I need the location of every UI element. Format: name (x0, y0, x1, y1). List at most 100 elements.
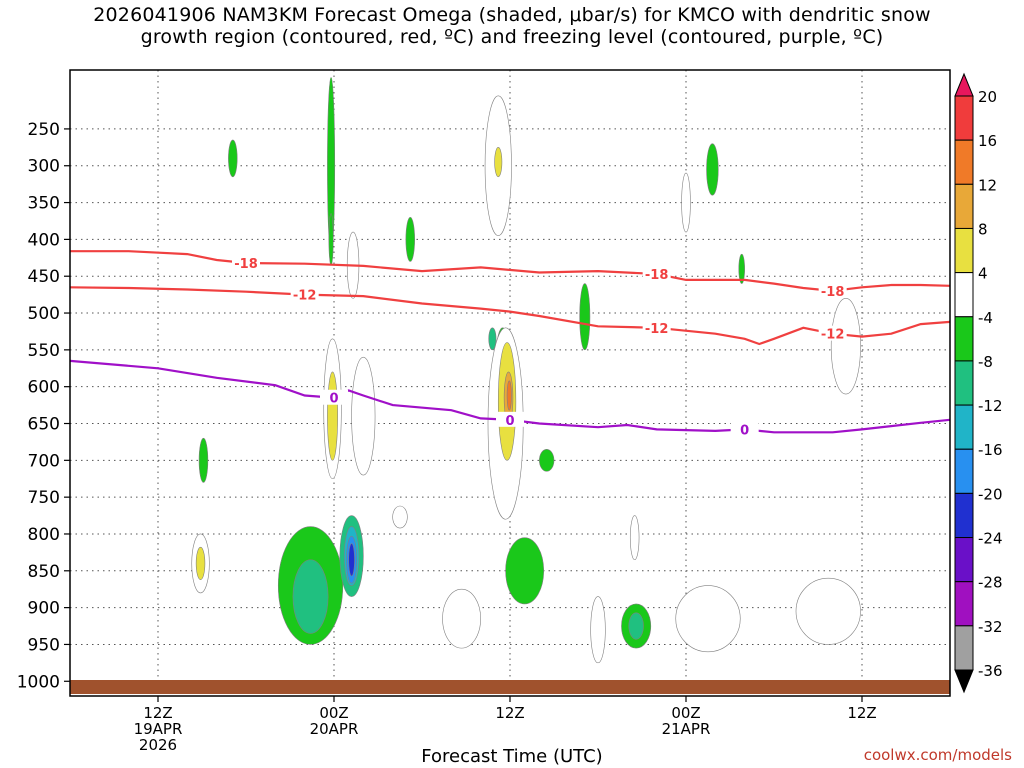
chart-title-line-2: growth region (contoured, red, ºC) and f… (140, 26, 884, 48)
colorbar-label: 16 (978, 132, 997, 150)
x-axis-title: Forecast Time (UTC) (421, 746, 603, 767)
colorbar-top-arrow (954, 72, 974, 97)
omega-region (351, 356, 376, 476)
x-tick-label: 00Z (319, 704, 348, 722)
colorbar-swatch (954, 581, 974, 627)
colorbar-swatch (954, 360, 974, 406)
omega-region (539, 448, 555, 472)
colorbar-label: -24 (978, 530, 1003, 548)
colorbar-label: -36 (978, 662, 1003, 680)
contour-label: -18 (234, 257, 258, 272)
contour-label-bg (232, 254, 260, 270)
colorbar-swatch (954, 95, 974, 141)
x-tick-label: 19APR (134, 720, 183, 738)
y-tick-label: 600 (28, 378, 60, 398)
contour-label-bg (642, 319, 671, 335)
omega-region (442, 588, 481, 649)
omega-region (494, 147, 503, 178)
omega-shading (191, 77, 861, 664)
contour-line (70, 250, 950, 293)
y-tick-label: 700 (28, 451, 60, 471)
contour-label-bg (496, 411, 524, 427)
omega-region (328, 213, 334, 266)
y-tick-label: 450 (28, 267, 60, 287)
omega-region (348, 543, 355, 577)
y-tick-label: 300 (28, 157, 60, 177)
contour-label: 0 (505, 414, 514, 429)
colorbar-label: -12 (978, 397, 1003, 415)
contour-line (70, 286, 950, 346)
contour-label-bg (818, 325, 847, 341)
omega-region (830, 298, 861, 395)
chart-title: 2026041906 NAM3KM Forecast Omega (shaded… (0, 4, 1024, 48)
contour-label: 0 (740, 423, 749, 438)
omega-region (590, 596, 606, 664)
contour-label: -18 (645, 268, 669, 283)
colorbar-label: 12 (978, 176, 997, 194)
colorbar-swatch (954, 316, 974, 362)
colorbar-bottom-arrow (954, 669, 974, 694)
colorbar-label: -20 (978, 485, 1003, 503)
contour-label-bg (818, 282, 847, 298)
omega-region (795, 577, 861, 645)
colorbar-swatch (954, 448, 974, 494)
contour-labels: -18 -18 -18 -12 -12 -12 0 0 0 (232, 254, 847, 438)
ground-band (70, 680, 950, 694)
colorbar-swatch (954, 183, 974, 229)
colorbar-label: 8 (978, 220, 988, 238)
y-tick-label: 1000 (17, 672, 60, 692)
omega-region (738, 253, 745, 284)
y-tick-label: 500 (28, 304, 60, 324)
x-tick-label: 21APR (662, 720, 711, 738)
x-tick-label: 20APR (310, 720, 359, 738)
omega-region (706, 143, 719, 196)
contour-label-bg (730, 421, 759, 437)
omega-region (488, 327, 497, 351)
y-tick-label: 800 (28, 525, 60, 545)
x-tick-label: 12Z (143, 704, 172, 722)
contour-label: 0 (329, 392, 338, 407)
y-tick-label: 900 (28, 599, 60, 619)
colorbar-label: -8 (978, 353, 993, 371)
colorbar: 20 16 12 8 4 -4 -8 -12 -16 -20 -24 -28 -32 -36 (954, 72, 1003, 694)
colorbar-label: -4 (978, 309, 993, 327)
colorbar-swatch (954, 139, 974, 185)
y-tick-label: 250 (28, 120, 60, 140)
omega-region (228, 139, 238, 178)
omega-region (198, 437, 209, 483)
colorbar-swatch (954, 625, 974, 671)
x-tick-label: 12Z (495, 704, 524, 722)
y-tick-label: 750 (28, 488, 60, 508)
contour-label: -12 (293, 289, 317, 304)
omega-region (628, 612, 644, 640)
colorbar-label: -16 (978, 441, 1003, 459)
colorbar-label: -28 (978, 574, 1003, 592)
omega-region (505, 537, 545, 605)
omega-region (195, 546, 206, 580)
chart-title-line-1: 2026041906 NAM3KM Forecast Omega (shaded… (93, 4, 931, 26)
contour-label-bg (320, 389, 348, 405)
omega-region (405, 216, 415, 262)
x-tick-label: 2026 (139, 736, 177, 754)
site-credit: coolwx.com/models (863, 746, 1012, 764)
omega-region (327, 371, 338, 461)
y-tick-label: 650 (28, 415, 60, 435)
y-tick-label: 550 (28, 341, 60, 361)
colorbar-label: 4 (978, 265, 988, 283)
colorbar-swatch (954, 227, 974, 274)
omega-region (579, 283, 591, 351)
omega-region (506, 380, 512, 411)
colorbar-swatch (954, 272, 974, 318)
omega-region (681, 172, 691, 233)
colorbar-label: -32 (978, 618, 1003, 636)
y-tick-label: 950 (28, 635, 60, 655)
y-tick-label: 350 (28, 194, 60, 214)
omega-region (292, 559, 329, 634)
contour-label-bg (290, 286, 319, 302)
y-axis: 250 300 350 400 450 500 550 600 650 700 750 800 850 9… (17, 120, 70, 692)
omega-region (675, 585, 741, 653)
omega-region (392, 505, 408, 529)
y-tick-label: 400 (28, 230, 60, 250)
